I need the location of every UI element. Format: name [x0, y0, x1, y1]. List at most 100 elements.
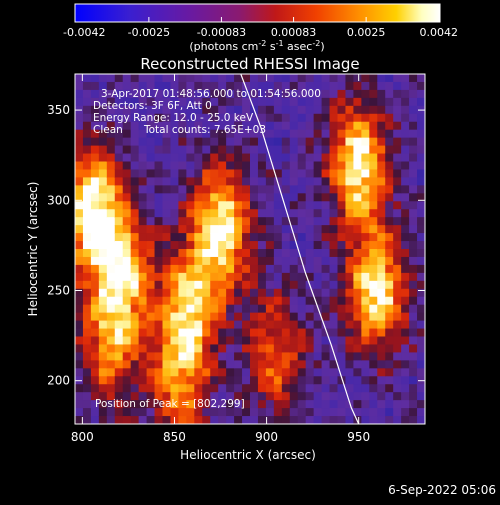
heatmap-cell — [257, 145, 267, 155]
heatmap-cell — [114, 408, 124, 417]
heatmap-cell — [250, 121, 259, 131]
heatmap-cell — [273, 217, 283, 226]
heatmap-cell — [305, 185, 315, 194]
heatmap-cell — [345, 344, 355, 354]
heatmap-cell — [226, 304, 235, 314]
heatmap-cell — [345, 145, 355, 155]
heatmap-cell — [265, 201, 275, 210]
heatmap-cell — [218, 145, 227, 155]
heatmap-cell — [409, 145, 418, 155]
heatmap-cell — [218, 344, 227, 354]
heatmap-cell — [289, 129, 299, 139]
heatmap-cell — [82, 241, 92, 250]
heatmap-cell — [218, 74, 227, 83]
heatmap-cell — [257, 288, 267, 298]
heatmap-cell — [226, 177, 235, 186]
heatmap-cell — [353, 137, 362, 147]
heatmap-cell — [417, 145, 425, 155]
heatmap-cell — [401, 392, 410, 401]
heatmap-cell — [194, 328, 203, 338]
heatmap-cell — [90, 145, 100, 155]
heatmap-cell — [273, 336, 283, 346]
heatmap-cell — [226, 288, 235, 298]
heatmap-cell — [417, 352, 425, 361]
heatmap-cell — [130, 312, 140, 322]
heatmap-cell — [170, 137, 180, 147]
heatmap-cell — [75, 145, 84, 155]
heatmap-cell — [146, 225, 156, 234]
heatmap-cell — [154, 249, 164, 258]
heatmap-cell — [250, 288, 259, 298]
heatmap-cell — [82, 161, 92, 171]
heatmap-cell — [337, 344, 347, 354]
heatmap-cell — [377, 264, 386, 274]
heatmap-cell — [361, 169, 370, 179]
heatmap-cell — [345, 121, 355, 131]
heatmap-cell — [250, 312, 259, 322]
heatmap-cell — [250, 360, 259, 369]
heatmap-cell — [98, 256, 108, 266]
heatmap-cell — [361, 129, 370, 139]
heatmap-cell — [170, 233, 180, 242]
heatmap-cell — [417, 89, 425, 99]
heatmap-cell — [146, 89, 156, 99]
heatmap-cell — [273, 121, 283, 131]
heatmap-cell — [210, 392, 219, 401]
heatmap-cell — [289, 416, 299, 424]
heatmap-cell — [98, 161, 108, 171]
heatmap-cell — [257, 81, 267, 91]
heatmap-cell — [361, 113, 370, 123]
heatmap-cell — [82, 296, 92, 306]
heatmap-cell — [122, 145, 132, 155]
heatmap-cell — [234, 97, 243, 107]
heatmap-cell — [361, 177, 370, 186]
heatmap-cell — [130, 145, 140, 155]
heatmap-cell — [90, 97, 100, 107]
heatmap-cell — [361, 233, 370, 242]
heatmap-cell — [146, 376, 156, 385]
heatmap-cell — [273, 280, 283, 290]
heatmap-cell — [329, 280, 339, 290]
heatmap-cell — [130, 89, 140, 99]
heatmap-cell — [226, 408, 235, 417]
heatmap-cell — [273, 368, 283, 377]
heatmap-cell — [250, 408, 259, 417]
heatmap-cell — [353, 400, 362, 409]
heatmap-cell — [162, 153, 172, 163]
plot-frame — [74, 73, 426, 425]
heatmap-cell — [369, 233, 378, 242]
heatmap-cell — [162, 233, 172, 242]
heatmap-cell — [401, 225, 410, 234]
heatmap-cell — [234, 193, 243, 202]
heatmap-cell — [194, 241, 203, 250]
heatmap-cell — [82, 185, 92, 194]
heatmap-cell — [321, 312, 331, 322]
heatmap-cell — [226, 360, 235, 369]
heatmap-cell — [154, 105, 164, 115]
heatmap-cell — [385, 74, 394, 83]
annotation-energy: Energy Range: 12.0 - 25.0 keV — [93, 112, 254, 124]
heatmap-cell — [289, 368, 299, 377]
heatmap-cell — [170, 392, 180, 401]
heatmap-cell — [146, 129, 156, 139]
heatmap-cell — [178, 416, 187, 424]
heatmap-cell — [170, 360, 180, 369]
heatmap-cell — [353, 153, 362, 163]
heatmap-cell — [75, 296, 84, 306]
heatmap-cell — [401, 249, 410, 258]
heatmap-cell — [90, 105, 100, 115]
heatmap-cell — [146, 161, 156, 171]
heatmap-cell — [257, 352, 267, 361]
heatmap-cell — [138, 145, 148, 155]
heatmap-cell — [401, 296, 410, 306]
heatmap-cell — [337, 233, 347, 242]
heatmap-cell — [385, 264, 394, 274]
heatmap-cell — [98, 280, 108, 290]
heatmap-cell — [162, 249, 172, 258]
heatmap-cell — [178, 352, 187, 361]
heatmap-cell — [385, 312, 394, 322]
heatmap-cell — [257, 185, 267, 194]
heatmap-cell — [106, 233, 116, 242]
heatmap-cell — [369, 161, 378, 171]
heatmap-cell — [250, 137, 259, 147]
